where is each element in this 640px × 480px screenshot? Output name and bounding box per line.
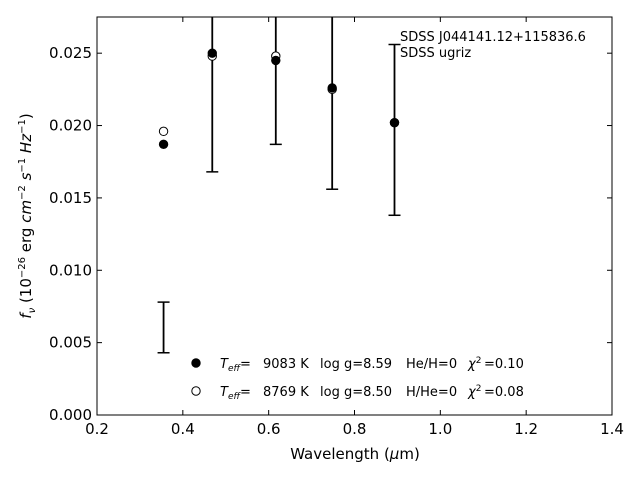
legend-teff-symbol: Teff= (220, 357, 251, 374)
y-tick-label: 0.020 (49, 117, 92, 135)
observed-error-bar (388, 43, 401, 217)
legend-entry-model-2: Teff= 8769 K log g=8.50 H/He=0 χ2 =0.08 (191, 384, 524, 402)
y-tick-label: 0.005 (49, 334, 92, 352)
legend-chi2-value: =0.10 (484, 357, 524, 372)
legend-logg: log g=8.59 (320, 357, 392, 372)
x-tick-label: 0.2 (85, 420, 109, 438)
axis-ticks: 0.2 0.4 0.6 0.8 1.0 1.2 1.4 0.000 0.005 0.010 0.01… (49, 17, 624, 438)
x-tick-label: 0.8 (343, 420, 367, 438)
legend-marker-filled-circle (191, 358, 201, 368)
x-tick-label: 0.6 (257, 420, 281, 438)
legend-chi2-value: =0.08 (484, 385, 524, 400)
observed-error-bar (157, 301, 170, 354)
legend-composition: He/H=0 (406, 357, 457, 372)
x-axis-title: Wavelength (μm) (290, 445, 420, 463)
legend-teff-value: 8769 K (263, 385, 309, 400)
annotation-filter-set: SDSS ugriz (400, 46, 471, 61)
legend-chi-symbol: χ2 (467, 356, 481, 372)
legend-entry-model-1: Teff= 9083 K log g=8.59 He/H=0 χ2 =0.10 (191, 356, 524, 374)
legend-logg: log g=8.50 (320, 385, 392, 400)
x-tick-label: 0.4 (171, 420, 195, 438)
model-point-filled (207, 48, 217, 58)
model-point-filled (389, 117, 400, 128)
model-point-filled (158, 139, 169, 150)
y-tick-label: 0.000 (49, 406, 92, 424)
model-point-filled (271, 55, 281, 66)
observed-error-bar (269, 17, 282, 146)
observed-error-bar (206, 17, 219, 173)
x-tick-label: 1.0 (428, 420, 452, 438)
y-tick-label: 0.015 (49, 189, 92, 207)
legend-composition: H/He=0 (406, 385, 457, 400)
plot-marks (157, 17, 401, 354)
x-tick-label: 1.4 (600, 420, 624, 438)
model-point-open (158, 126, 169, 137)
plot-frame (96, 16, 613, 416)
legend-marker-open-circle (191, 386, 201, 396)
legend: Teff= 9083 K log g=8.59 He/H=0 χ2 =0.10 … (191, 356, 524, 402)
y-axis-title: fν (10−26 erg cm−2 s−1 Hz−1) (17, 113, 38, 318)
model-point-filled (327, 83, 337, 93)
observed-error-bar (326, 17, 339, 190)
legend-teff-value: 9083 K (263, 357, 309, 372)
x-tick-label: 1.2 (514, 420, 538, 438)
y-tick-label: 0.010 (49, 261, 92, 279)
y-tick-label: 0.025 (49, 44, 92, 62)
legend-teff-symbol: Teff= (220, 385, 251, 402)
legend-chi-symbol: χ2 (467, 384, 481, 400)
annotation-object-name: SDSS J044141.12+115836.6 (400, 30, 586, 45)
